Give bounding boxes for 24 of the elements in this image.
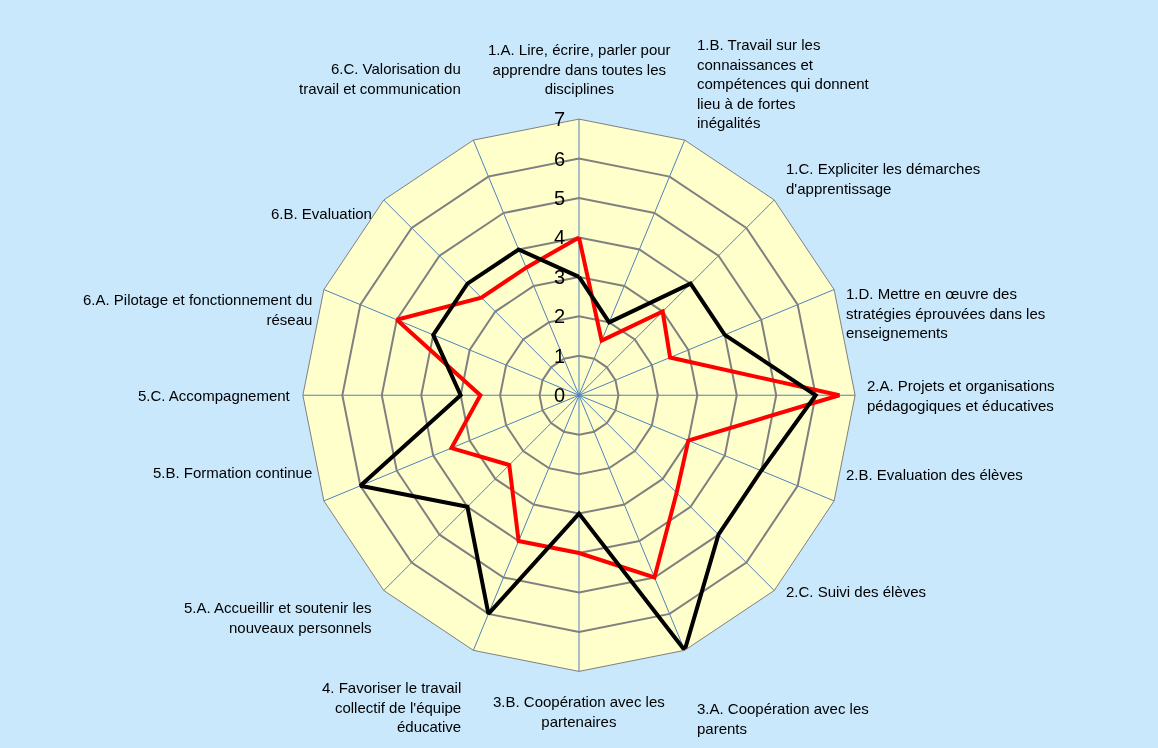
spoke-label: 3.A. Coopération avec les parents [697,700,869,737]
spoke-label: 1.D. Mettre en œuvre des stratégies éprouvées dans les enseignements [846,285,1046,341]
spoke-label: 1.A. Lire, écrire, parler pour apprendre dans toutes les disciplines [488,41,671,97]
y-tick-label: 3 [554,266,566,288]
spoke-label: 6.A. Pilotage et fonctionnement du réseau [83,291,313,328]
spoke-label: 6.C. Valorisation du travail et communication [299,60,461,97]
y-tick-label: 5 [554,187,566,209]
y-tick-label: 4 [554,226,566,248]
spoke-label: 3.B. Coopération avec les partenaires [493,693,665,730]
spoke-label: 6.B. Evaluation [271,205,372,222]
spoke-label: 5.A. Accueillir et soutenir les nouveaux personnels [184,599,372,636]
y-tick-label: 1 [554,345,566,367]
spoke-label: 2.B. Evaluation des élèves [846,466,1023,483]
y-tick-label: 6 [554,148,566,170]
spoke-label: 1.C. Expliciter les démarches d'apprentissage [786,160,981,197]
y-tick-label: 0 [554,384,566,406]
spoke-label: 5.B. Formation continue [153,464,313,481]
spoke-label: 5.C. Accompagnement [138,387,291,404]
spoke-label: 2.C. Suivi des élèves [786,583,927,600]
y-tick-label: 2 [554,305,566,327]
spoke-label: 4. Favoriser le travail collectif de l'équipe éducative [322,679,462,735]
y-tick-label: 7 [554,108,566,130]
spoke-label: 2.A. Projets et organisations pédagogiques et éducatives [867,377,1055,414]
spoke-label: 1.B. Travail sur les connaissances et compétences qui donnent lieu à de fortes inégalités [697,36,870,131]
